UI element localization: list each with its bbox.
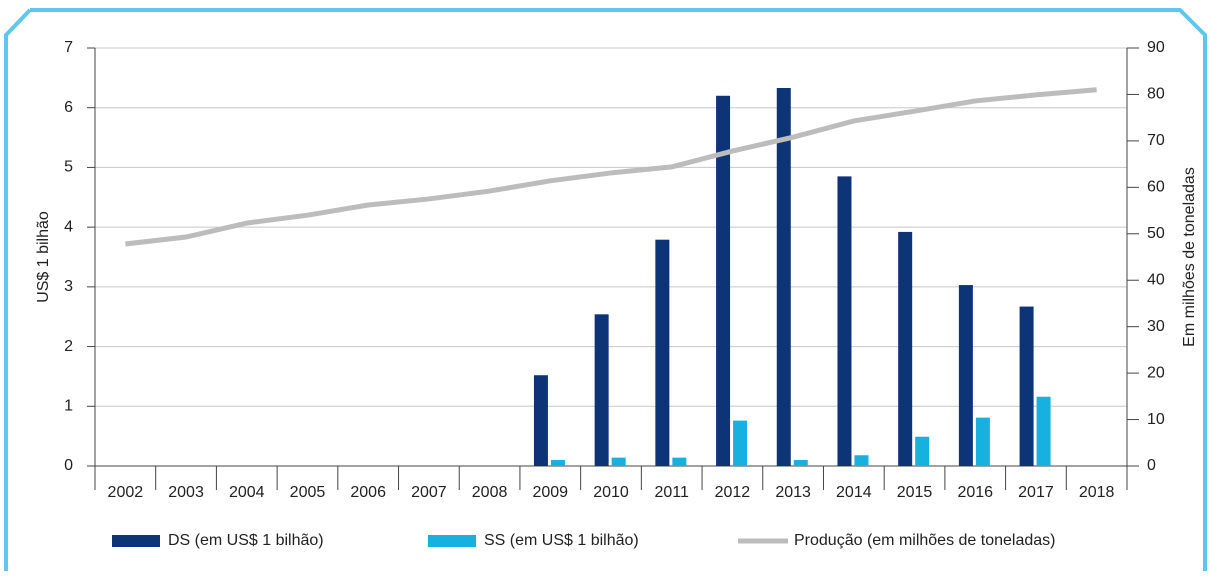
bar <box>594 314 609 466</box>
bar <box>776 88 791 466</box>
x-tick-label: 2007 <box>411 484 447 501</box>
x-tick-label: 2005 <box>290 484 326 501</box>
y2-tick-label: 30 <box>1147 318 1165 335</box>
bar <box>655 239 670 466</box>
y2-tick-label: 20 <box>1147 364 1165 381</box>
x-tick-label: 2016 <box>957 484 993 501</box>
bar <box>672 457 687 466</box>
legend-swatch <box>112 535 160 547</box>
bar <box>958 285 973 466</box>
bar <box>975 417 990 466</box>
bar <box>533 375 548 466</box>
x-tick-label: 2015 <box>897 484 933 501</box>
y-tick-label: 5 <box>64 159 73 176</box>
y-axis-label: US$ 1 bilhão <box>35 211 52 303</box>
y2-tick-label: 60 <box>1147 179 1165 196</box>
x-tick-label: 2011 <box>655 484 690 501</box>
x-tick-label: 2009 <box>532 484 568 501</box>
bar <box>611 457 626 466</box>
x-tick-label: 2013 <box>775 484 811 501</box>
y2-tick-label: 90 <box>1147 39 1165 56</box>
bar <box>716 95 731 467</box>
bar <box>854 455 869 466</box>
bar <box>1019 306 1034 466</box>
legend-label: SS (em US$ 1 bilhão) <box>484 532 639 549</box>
legend-swatch <box>428 535 476 547</box>
line <box>125 87 1097 247</box>
y2-tick-label: 80 <box>1147 86 1165 103</box>
x-tick-label: 2004 <box>229 484 265 501</box>
x-tick-label: 2012 <box>715 484 751 501</box>
x-tick-label: 2006 <box>350 484 386 501</box>
x-tick-label: 2003 <box>168 484 204 501</box>
bar <box>733 420 748 466</box>
y2-tick-label: 0 <box>1147 457 1156 474</box>
frame <box>4 8 1207 571</box>
y2-tick-label: 70 <box>1147 132 1165 149</box>
bar <box>837 176 852 466</box>
x-tick-label: 2002 <box>108 484 144 501</box>
y2-axis-label: Em milhões de toneladas <box>1181 167 1198 347</box>
y-tick-label: 7 <box>64 39 73 56</box>
y2-tick-label: 10 <box>1147 411 1165 428</box>
bar <box>898 231 913 466</box>
bar <box>915 436 930 466</box>
y2-tick-label: 50 <box>1147 225 1165 242</box>
x-tick-label: 2014 <box>836 484 872 501</box>
bar <box>793 460 808 466</box>
y-tick-label: 4 <box>64 218 73 235</box>
legend-label: Produção (em milhões de toneladas) <box>794 532 1055 549</box>
bar <box>1036 396 1051 466</box>
x-tick-label: 2008 <box>472 484 508 501</box>
x-tick-label: 2010 <box>593 484 629 501</box>
y2-tick-label: 40 <box>1147 271 1165 288</box>
legend-label: DS (em US$ 1 bilhão) <box>168 532 324 549</box>
y-tick-label: 2 <box>64 338 73 355</box>
y-tick-label: 6 <box>64 99 73 116</box>
y-tick-label: 3 <box>64 278 73 295</box>
x-tick-label: 2017 <box>1018 484 1054 501</box>
y-tick-label: 1 <box>64 398 73 415</box>
y-tick-label: 0 <box>64 457 73 474</box>
x-tick-label: 2018 <box>1079 484 1115 501</box>
bar <box>550 460 565 466</box>
